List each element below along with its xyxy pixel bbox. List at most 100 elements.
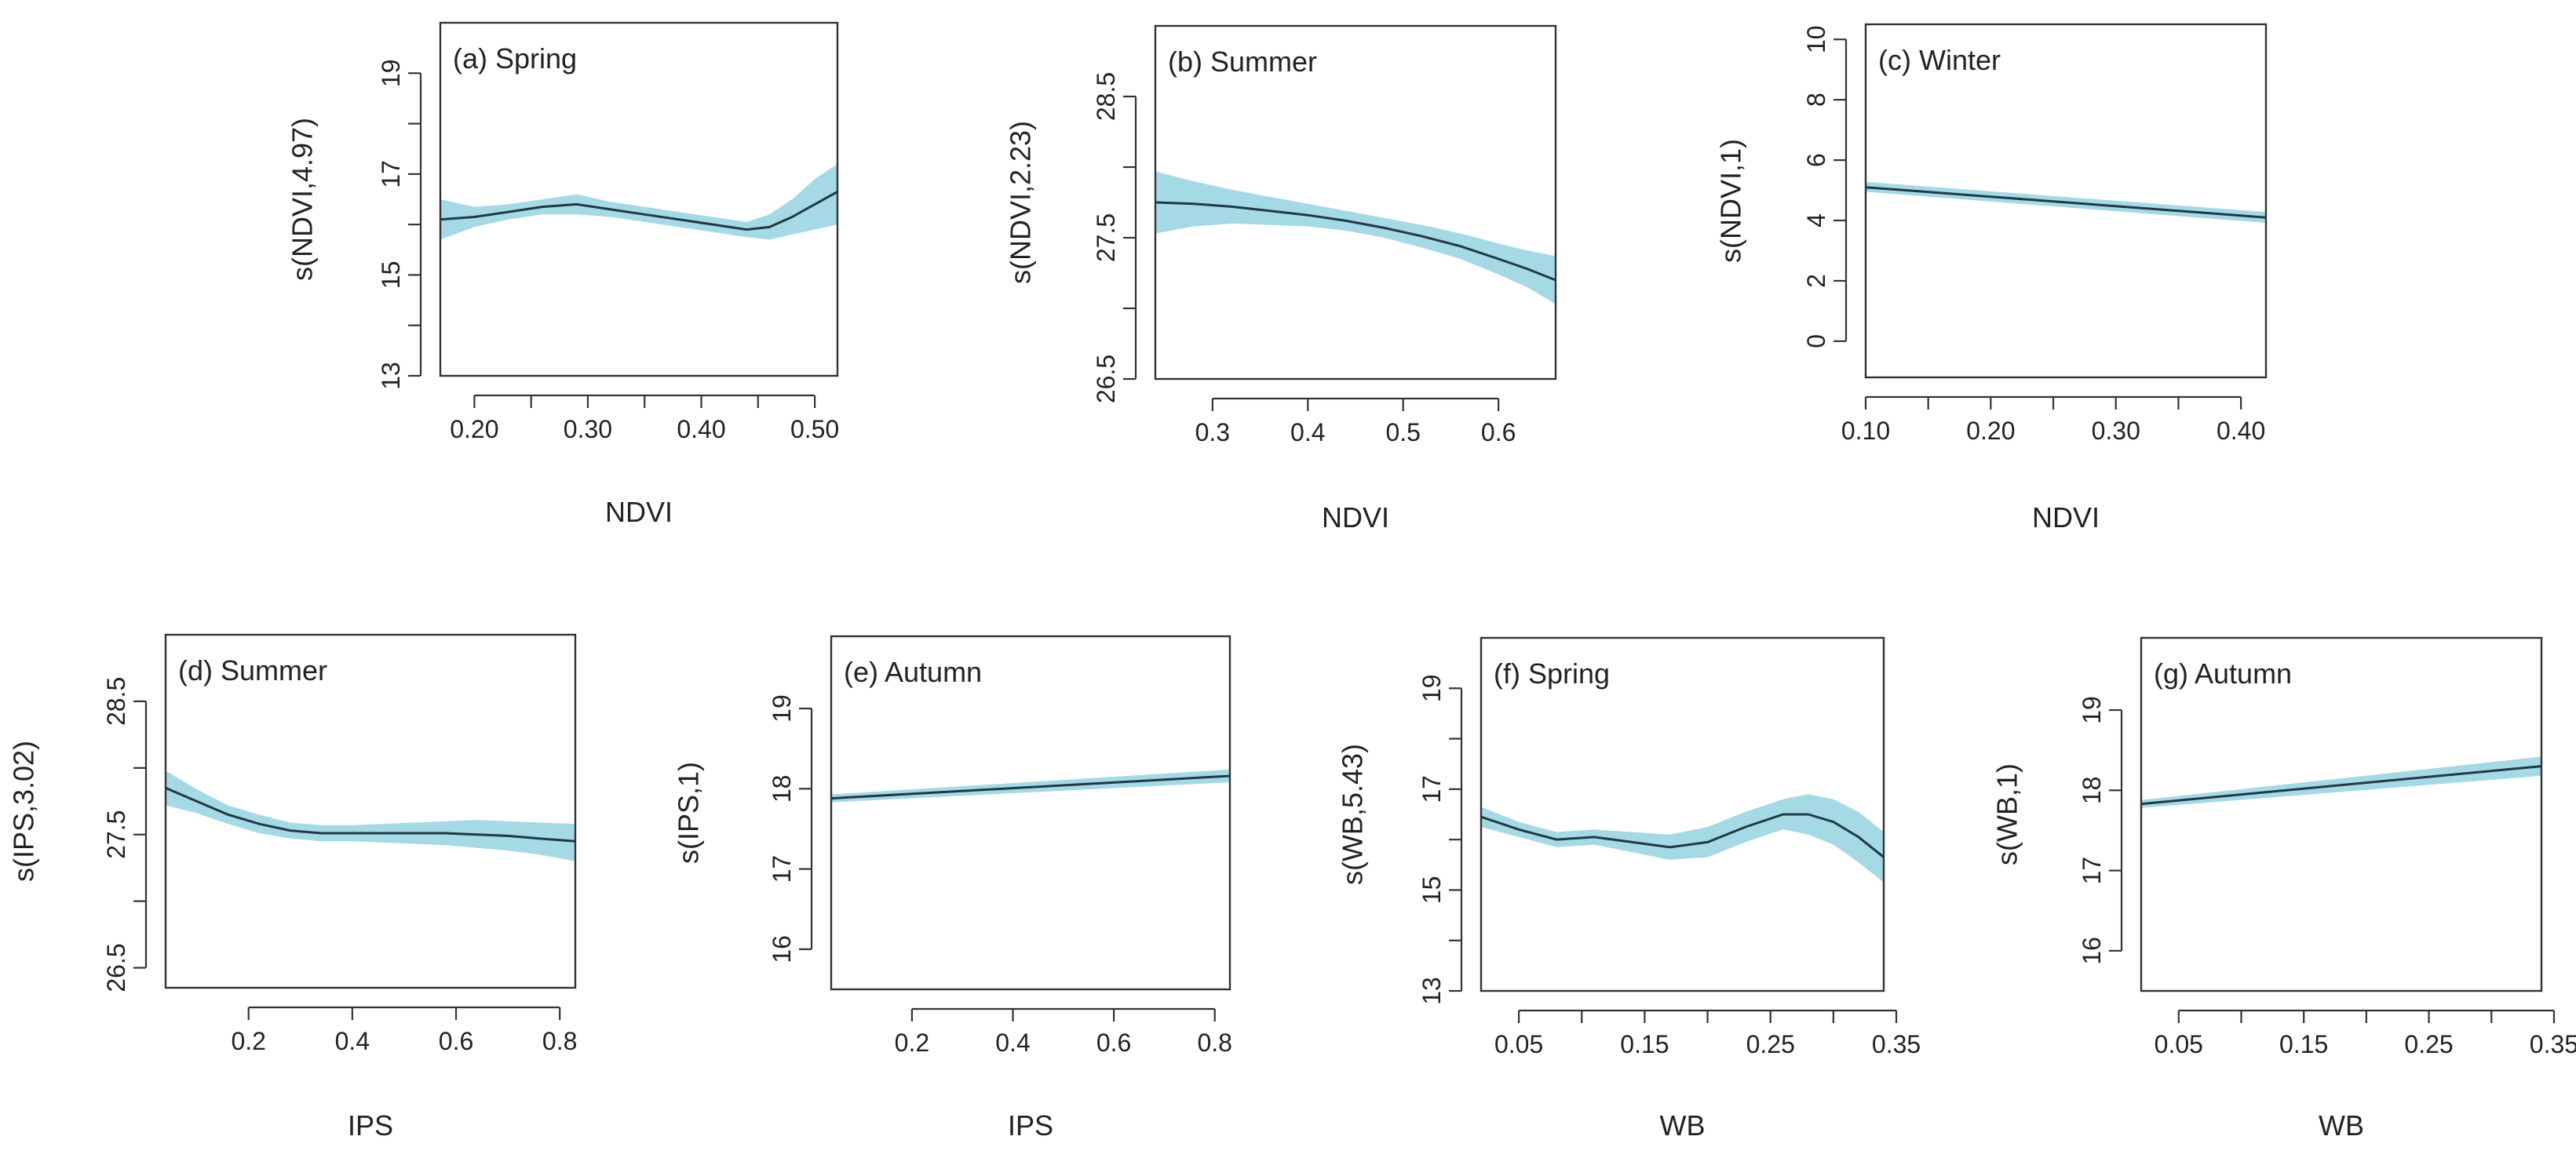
confidence-band [2141, 756, 2541, 808]
y-axis-label: s(NDVI,2.23) [1005, 121, 1037, 284]
x-tick-label: 0.2 [895, 1029, 929, 1057]
y-tick-label: 0 [1802, 334, 1830, 348]
confidence-band [831, 769, 1230, 803]
panel-label: (b) Summer [1168, 46, 1317, 78]
x-axis-label: NDVI [605, 496, 673, 528]
confidence-band [1481, 794, 1884, 883]
plot-frame [2140, 636, 2543, 992]
x-tick-label: 0.5 [1385, 418, 1420, 446]
x-tick-label: 0.20 [1966, 417, 2015, 445]
smooth-curve [440, 191, 838, 231]
y-tick-label: 18 [2078, 777, 2106, 805]
x-tick-label: 0.15 [1620, 1030, 1669, 1058]
panel-g: 0.05 0.15 0.25 0.35 16 17 18 19 (g) Autumn WB s(WB… [1991, 636, 2576, 1142]
x-tick-label: 0.15 [2279, 1030, 2328, 1058]
y-tick-label: 28.5 [1092, 72, 1120, 121]
panel-label: (d) Summer [178, 654, 327, 686]
x-tick-label: 0.4 [335, 1027, 370, 1055]
plot-frame [1480, 636, 1885, 992]
smooth-curve [165, 786, 576, 843]
smooth-curve [1480, 813, 1885, 858]
panel-a: 0.20 0.30 0.40 0.50 13 15 17 19 (a) Spring NDVI s(… [286, 21, 839, 528]
x-tick-label: 0.05 [2155, 1030, 2203, 1058]
y-axis-label: s(WB,5.43) [1337, 744, 1369, 885]
y-tick-label: 18 [768, 775, 796, 803]
x-tick-label: 0.6 [439, 1027, 473, 1055]
x-tick-label: 0.40 [677, 415, 725, 443]
y-tick-label: 19 [377, 59, 405, 87]
y-tick-label: 26.5 [102, 943, 130, 992]
x-tick-label: 0.3 [1195, 418, 1230, 446]
smooth-curve [1865, 186, 2267, 219]
smooth-curve [1155, 201, 1556, 282]
confidence-band [166, 770, 575, 861]
y-tick-label: 17 [377, 160, 405, 188]
x-axis-label: NDVI [1322, 501, 1389, 534]
x-tick-label: 0.4 [1290, 418, 1325, 446]
y-tick-label: 4 [1802, 213, 1830, 228]
y-axis-label: s(IPS,3.02) [8, 741, 40, 882]
x-axis-label: IPS [1008, 1109, 1053, 1142]
x-axis-label: IPS [348, 1109, 393, 1142]
y-tick-label: 16 [2078, 937, 2106, 965]
x-axis-label: WB [2319, 1109, 2364, 1142]
smooth-curve [830, 774, 1231, 800]
y-tick-label: 6 [1802, 153, 1830, 167]
panel-f: 0.05 0.15 0.25 0.35 13 15 17 19 (f) Spring WB s(WB… [1337, 636, 1921, 1142]
x-tick-label: 0.6 [1481, 418, 1516, 446]
x-tick-label: 0.30 [564, 415, 612, 443]
y-tick-label: 27.5 [1092, 213, 1120, 262]
y-axis-label: s(WB,1) [1991, 763, 2023, 865]
x-tick-label: 0.20 [450, 415, 498, 443]
y-tick-label: 19 [1418, 674, 1446, 702]
x-axis-label: NDVI [2032, 501, 2100, 534]
y-tick-label: 15 [377, 261, 405, 290]
x-tick-label: 0.30 [2092, 417, 2140, 445]
panel-b: 0.3 0.4 0.5 0.6 26.5 27.5 28.5 (b) Summer NDVI s(… [1005, 24, 1557, 534]
y-tick-label: 17 [1418, 775, 1446, 803]
x-axis-label: WB [1660, 1109, 1706, 1142]
y-tick-label: 2 [1802, 274, 1830, 288]
plot-frame [830, 635, 1231, 991]
y-tick-label: 8 [1802, 93, 1830, 107]
panel-e: 0.2 0.4 0.6 0.8 16 17 18 19 (e) Autumn IPS s(IPS,1… [673, 635, 1232, 1142]
confidence-band [1155, 171, 1556, 304]
x-tick-label: 0.40 [2217, 417, 2265, 445]
plot-frame [1154, 24, 1557, 381]
x-tick-label: 0.25 [2404, 1030, 2453, 1058]
y-tick-label: 27.5 [102, 810, 130, 859]
panel-label: (g) Autumn [2154, 657, 2292, 690]
y-tick-label: 17 [2078, 857, 2106, 885]
y-tick-label: 19 [2078, 696, 2106, 724]
confidence-band [440, 164, 837, 240]
x-tick-label: 0.35 [2530, 1030, 2576, 1058]
plot-frame [1864, 23, 2268, 379]
x-tick-label: 0.6 [1096, 1029, 1131, 1057]
x-tick-label: 0.4 [995, 1029, 1030, 1057]
x-tick-label: 0.8 [1197, 1029, 1231, 1057]
smooth-curve [2140, 765, 2542, 806]
y-tick-label: 16 [768, 935, 796, 963]
y-tick-label: 10 [1802, 25, 1830, 53]
panel-c: 0.10 0.20 0.30 0.40 0 2 4 6 8 10 (c) Winter NDVI s(N… [1715, 23, 2268, 534]
y-tick-label: 13 [1418, 977, 1446, 1005]
y-tick-label: 17 [768, 855, 796, 883]
x-tick-label: 0.05 [1494, 1030, 1543, 1058]
panel-d: 0.2 0.4 0.6 0.8 26.5 27.5 28.5 (d) Summer IPS s(I… [8, 633, 577, 1142]
y-tick-label: 28.5 [102, 677, 130, 726]
panel-label: (c) Winter [1878, 44, 2001, 76]
panel-label: (e) Autumn [844, 656, 982, 688]
y-tick-label: 13 [377, 362, 405, 390]
y-axis-label: s(IPS,1) [673, 762, 705, 864]
y-axis-label: s(NDVI,1) [1715, 139, 1747, 263]
x-tick-label: 0.10 [1841, 417, 1890, 445]
panel-label: (f) Spring [1494, 657, 1610, 690]
x-tick-label: 0.2 [231, 1027, 265, 1055]
y-tick-label: 15 [1418, 876, 1446, 905]
y-axis-label: s(NDVI,4.97) [286, 118, 319, 281]
plot-frame [439, 21, 839, 377]
panel-label: (a) Spring [453, 42, 577, 75]
x-tick-label: 0.50 [790, 415, 839, 443]
x-tick-label: 0.35 [1872, 1030, 1921, 1058]
